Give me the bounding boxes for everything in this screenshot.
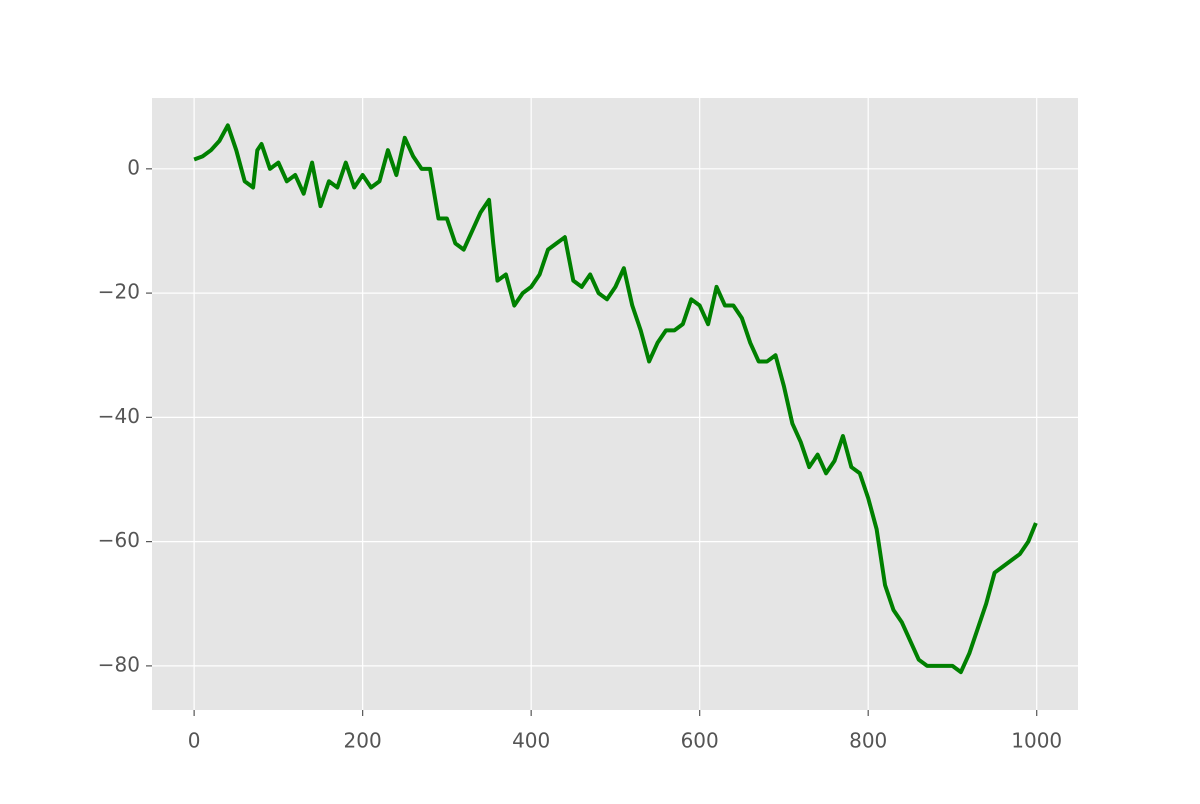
x-tick-label: 600: [681, 729, 719, 753]
x-tick-label: 800: [849, 729, 887, 753]
plot-area: [152, 98, 1078, 710]
y-tick-label: −80: [98, 652, 140, 676]
y-tick-label: −60: [98, 528, 140, 552]
y-tick-label: −40: [98, 404, 140, 428]
y-tick-label: −20: [98, 280, 140, 304]
line: [193, 123, 1038, 675]
x-tick-label: 0: [188, 729, 201, 753]
x-tick-label: 200: [344, 729, 382, 753]
y-tick-label: 0: [127, 155, 140, 179]
x-tick-label: 1000: [1011, 729, 1062, 753]
x-tick-label: 400: [512, 729, 550, 753]
